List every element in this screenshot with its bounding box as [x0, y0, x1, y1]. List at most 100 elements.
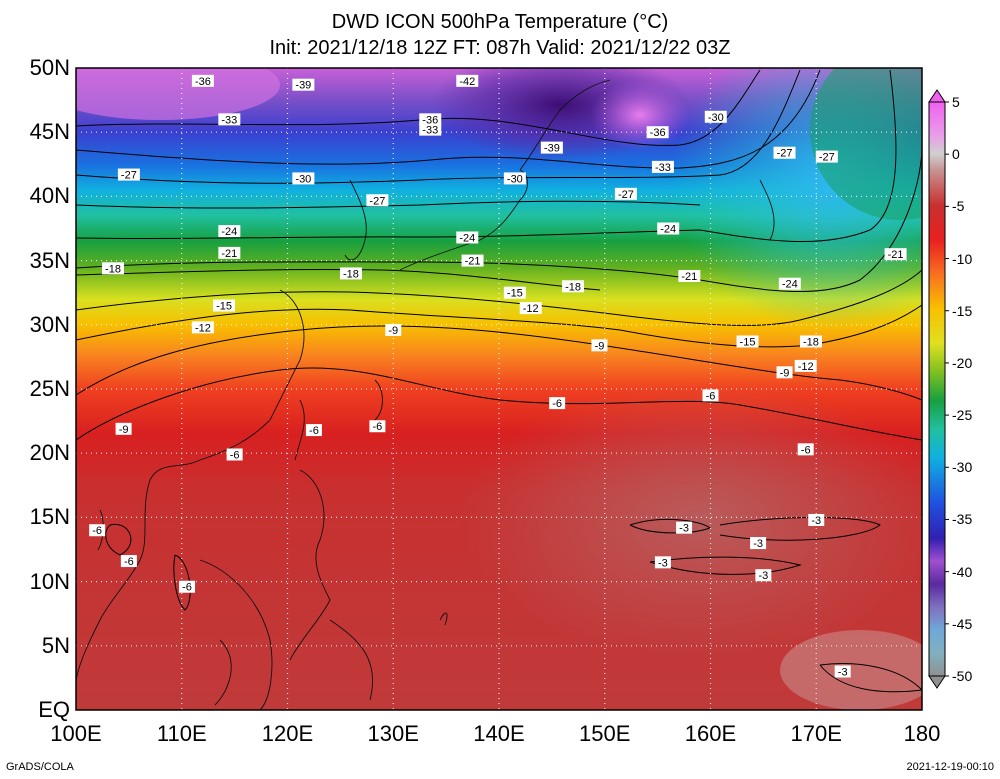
colorbar-tick-label: -10 [952, 250, 973, 267]
svg-text:-3: -3 [753, 538, 763, 550]
contour-label: -27 [815, 150, 838, 164]
svg-text:-3: -3 [658, 557, 668, 569]
svg-text:-15: -15 [740, 336, 756, 348]
lat-tick-label: 45N [29, 119, 70, 145]
svg-text:-21: -21 [888, 249, 904, 261]
contour-label: -42 [456, 74, 479, 88]
svg-text:-6: -6 [182, 582, 192, 594]
contour-label: -18 [562, 280, 585, 293]
svg-text:-36: -36 [650, 127, 666, 139]
contour-label: -18 [102, 262, 125, 275]
contour-label: -30 [503, 172, 526, 185]
svg-text:-27: -27 [777, 148, 793, 160]
svg-text:-15: -15 [507, 288, 523, 300]
svg-text:-12: -12 [523, 303, 539, 315]
svg-text:-9: -9 [595, 340, 605, 352]
contour-label: -6 [702, 389, 719, 402]
svg-text:-21: -21 [681, 271, 697, 283]
svg-text:-6: -6 [552, 398, 562, 410]
lon-tick-label: 180 [903, 721, 941, 746]
colorbar-tick-label: -20 [952, 354, 973, 371]
contour-label: -3 [808, 513, 825, 527]
lon-tick-label: 150E [579, 721, 631, 746]
svg-text:-9: -9 [780, 367, 790, 379]
svg-text:-30: -30 [507, 173, 523, 185]
contour-label: -9 [591, 339, 608, 352]
contour-label: -27 [614, 187, 637, 201]
contour-label: -6 [89, 524, 106, 537]
contour-label: -3 [676, 521, 693, 535]
contour-label: -6 [226, 448, 243, 461]
lat-tick-label: 10N [29, 568, 70, 594]
contour-label: -36 [646, 126, 669, 139]
contour-labels: -36 -39 -42-33 -36-33-39-36-30-27 -30 -30-33-… [89, 74, 907, 678]
lat-tick-label: 30N [29, 311, 70, 337]
svg-text:-6: -6 [309, 425, 319, 437]
colorbar-tick-label: 5 [952, 94, 960, 110]
lon-tick-label: 130E [367, 721, 419, 746]
chart-title: DWD ICON 500hPa Temperature (°C) [331, 11, 669, 33]
svg-text:-24: -24 [459, 232, 475, 244]
temperature-field [76, 68, 922, 710]
colorbar-tick-label: -15 [952, 302, 973, 319]
contour-label: -9 [776, 366, 793, 379]
svg-text:-30: -30 [708, 112, 724, 124]
svg-text:-27: -27 [819, 152, 835, 164]
colorbar-tick-label: -30 [952, 459, 973, 476]
svg-text:-36: -36 [195, 76, 211, 88]
svg-text:-27: -27 [121, 170, 137, 182]
contour-label: -3 [834, 665, 851, 678]
lon-tick-label: 140E [473, 721, 525, 746]
contour-label: -33 [419, 123, 442, 137]
lon-tick-label: 160E [684, 721, 737, 746]
lat-tick-label: 15N [29, 504, 70, 530]
contour-label: -39 [292, 78, 315, 92]
contour-label: -6 [797, 443, 814, 456]
contour-label: -3 [755, 569, 772, 582]
contour-label: -9 [385, 323, 402, 337]
contour-label: -6 [549, 397, 566, 410]
lat-tick-label: 35N [29, 247, 70, 273]
contour-label: -3 [750, 537, 767, 550]
contour-lines [76, 69, 922, 693]
svg-text:-33: -33 [221, 114, 237, 126]
svg-text:-6: -6 [801, 444, 811, 456]
contour-label: -15 [213, 299, 236, 313]
contour-label: -3 [654, 556, 671, 569]
svg-text:-21: -21 [221, 248, 237, 260]
colorbar-tick-label: 0 [952, 146, 960, 163]
contour-label: -21 [461, 254, 484, 268]
footer-credit: GrADS/COLA [6, 761, 74, 773]
contour-label: -12 [794, 359, 817, 373]
colorbar-tick-label: -40 [952, 563, 973, 580]
svg-text:-39: -39 [295, 80, 311, 92]
contour-label: -6 [369, 420, 386, 433]
lon-tick-label: 110E [156, 721, 207, 746]
contour-label: -24 [657, 222, 680, 236]
contour-label: -30 [704, 110, 727, 124]
contour-label: -36 [419, 113, 442, 126]
svg-text:-36: -36 [422, 114, 438, 126]
contour-label: -24 [456, 231, 479, 244]
svg-text:-3: -3 [811, 515, 821, 527]
contour-label: -21 [678, 270, 701, 283]
lat-tick-label: 40N [29, 183, 70, 209]
contour-label: -36 [191, 74, 214, 88]
contour-label: -21 [884, 248, 907, 261]
colorbar-tick-label: -25 [952, 407, 973, 424]
contour-label: -39 [540, 141, 563, 155]
chart-subtitle: Init: 2021/12/18 12Z FT: 087h Valid: 202… [269, 37, 731, 59]
svg-text:-9: -9 [119, 424, 129, 436]
svg-text:-27: -27 [618, 189, 634, 201]
lon-tick-label: 100E [50, 721, 102, 746]
contour-label: -15 [503, 286, 526, 300]
svg-text:-9: -9 [388, 325, 398, 337]
lon-tick-label: 170E [790, 721, 842, 746]
svg-text:-3: -3 [679, 523, 689, 535]
svg-text:-18: -18 [803, 336, 819, 348]
svg-text:-3: -3 [758, 570, 768, 582]
svg-text:-24: -24 [782, 279, 798, 291]
svg-text:-12: -12 [798, 361, 814, 373]
contour-label: -33 [218, 113, 241, 126]
svg-text:-6: -6 [92, 525, 102, 537]
